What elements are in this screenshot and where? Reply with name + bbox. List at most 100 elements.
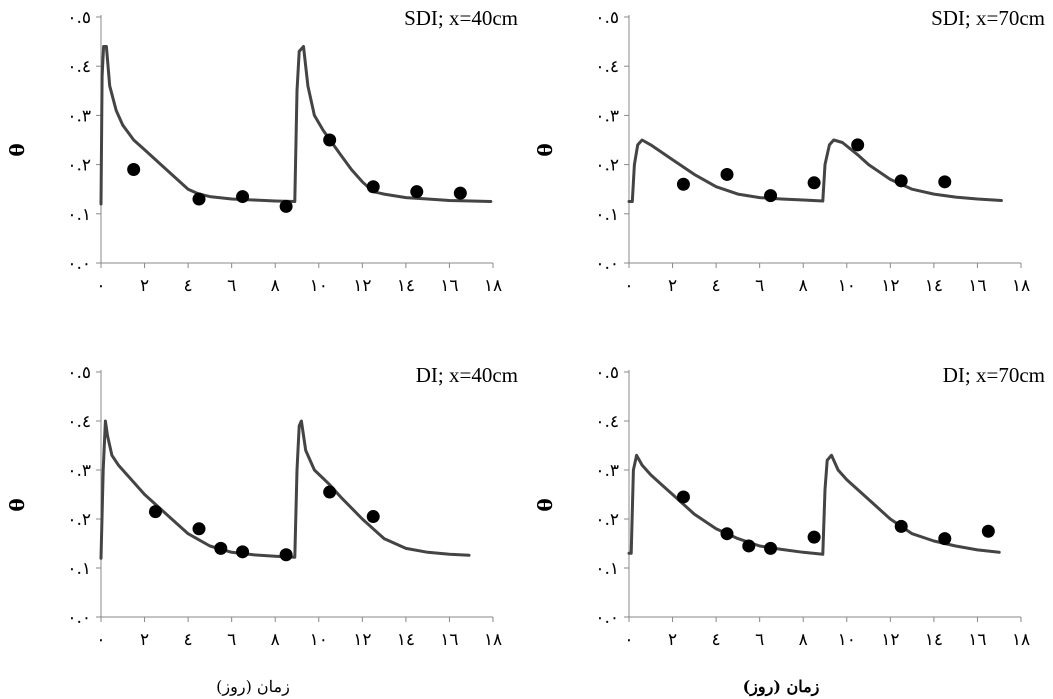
observed-point [894, 519, 908, 533]
x-tick-label: ۲ [140, 630, 149, 650]
x-tick-label: ۱۸ [1012, 276, 1030, 296]
y-tick-label: ۰.٥ [595, 363, 619, 383]
y-tick-label: ۰.۰ [595, 254, 619, 274]
y-tick-label: ۰.٥ [67, 363, 91, 383]
y-tick-label: ۰.۱ [595, 205, 619, 225]
x-tick-label: ١٦ [968, 630, 986, 650]
x-tick-label: ۱۸ [1012, 630, 1030, 650]
x-tick-label: ٦ [755, 276, 764, 296]
x-tick-label: ٦ [227, 630, 236, 650]
y-tick-label: ۰.۱ [67, 559, 91, 579]
x-tick-label: ۱۲ [353, 630, 371, 650]
y-tick-label: ۰.٤ [595, 412, 619, 432]
x-tick-label: ١٤ [925, 630, 943, 650]
x-tick-label: ۰ [96, 630, 105, 650]
x-tick-label: ٤ [712, 276, 721, 296]
model-line [627, 138, 1003, 203]
observed-point [894, 174, 908, 188]
y-tick-label: ۰.۱ [67, 205, 91, 225]
y-tick-label: ۰.۲ [67, 156, 91, 176]
y-tick-label: ۰.۳ [595, 106, 619, 126]
observed-point [742, 539, 756, 553]
x-tick-label: ١٦ [440, 276, 458, 296]
panel-title: SDI; x=40cm [404, 6, 518, 30]
x-tick-label: ۲ [668, 630, 677, 650]
x-axis-label-right: زمان (روز) [743, 677, 820, 697]
y-axis-label: θ [533, 498, 557, 511]
x-tick-label: ۱۰ [310, 630, 328, 650]
panel-di-40cm: DI; x=40cm θ ۰.۰ ۰.۱ ۰.۲ ۰.۳ ۰.٤ ۰.٥ ۰ ۲ ٤ ٦ ۸ ۱۰ ۱۲… [5, 363, 518, 650]
observed-point [981, 524, 995, 538]
model-line [99, 419, 471, 560]
observed-point [279, 548, 293, 562]
y-tick-label: ۰.۰ [67, 608, 91, 628]
x-tick-label: ١٤ [925, 276, 943, 296]
x-tick-label: ۲ [668, 276, 677, 296]
y-axis-label: θ [5, 143, 29, 156]
observed-point [192, 522, 206, 536]
x-tick-label: ۱۸ [484, 276, 502, 296]
panel-sdi-40cm: SDI; x=40cm θ ۰.۰ ۰.۱ ۰.۲ ۰.۳ ۰.٤ ۰.٥ ۰ ۲ ٤ ٦ ۸ ۱۰ ۱… [5, 6, 518, 296]
y-tick-label: ۰.۲ [595, 156, 619, 176]
x-tick-label: ۱۲ [881, 276, 899, 296]
observed-point [127, 163, 141, 177]
y-tick-label: ۰.۲ [67, 510, 91, 530]
x-tick-label: ۰ [624, 630, 633, 650]
x-tick-label: ۱۰ [838, 630, 856, 650]
x-tick-label: ١٦ [440, 630, 458, 650]
panel-title: DI; x=70cm [943, 363, 1045, 387]
observed-point [720, 167, 734, 181]
x-tick-label: ۰ [624, 276, 633, 296]
observed-point [236, 545, 250, 559]
x-tick-label: ۲ [140, 276, 149, 296]
x-tick-label: ١٦ [968, 276, 986, 296]
y-tick-label: ۰.٤ [67, 412, 91, 432]
observed-point [236, 190, 250, 204]
y-tick-label: ۰.٥ [595, 8, 619, 28]
x-tick-label: ٤ [184, 630, 193, 650]
observed-point [453, 186, 467, 200]
y-tick-label: ۰.۰ [67, 254, 91, 274]
model-line [99, 45, 493, 206]
x-tick-label: ۱۸ [484, 630, 502, 650]
x-tick-label: ۱۲ [881, 630, 899, 650]
y-tick-label: ۰.٥ [67, 8, 91, 28]
observed-point [279, 199, 293, 213]
y-tick-label: ۰.۳ [595, 461, 619, 481]
panel-di-70cm: DI; x=70cm θ ۰.۰ ۰.۱ ۰.۲ ۰.۳ ۰.٤ ۰.٥ ۰ ۲ ٤ ٦ ۸ ۱۰ ۱۲… [533, 363, 1045, 650]
y-tick-label: ۰.٤ [595, 57, 619, 77]
observed-point [764, 189, 778, 203]
observed-point [676, 490, 690, 504]
y-tick-label: ۰.۰ [595, 608, 619, 628]
y-tick-label: ۰.٤ [67, 57, 91, 77]
observed-point [676, 177, 690, 191]
x-tick-label: ۱۰ [838, 276, 856, 296]
y-axis-label: θ [5, 498, 29, 511]
observed-point [214, 541, 228, 555]
observed-point [720, 527, 734, 541]
x-tick-label: ۸ [799, 630, 808, 650]
y-axis-label: θ [533, 143, 557, 156]
x-tick-label: ۱۰ [310, 276, 328, 296]
y-tick-label: ۰.۳ [67, 106, 91, 126]
x-tick-label: ۰ [96, 276, 105, 296]
x-tick-label: ١٤ [397, 276, 415, 296]
observed-point [323, 485, 337, 499]
observed-point [366, 180, 380, 194]
x-tick-label: ۸ [271, 630, 280, 650]
panel-sdi-70cm: SDI; x=70cm θ ۰.۰ ۰.۱ ۰.۲ ۰.۳ ۰.٤ ۰.٥ ۰ ۲ ٤ ٦ ۸ ۱۰ ۱… [533, 6, 1045, 296]
observed-point [851, 138, 865, 152]
x-tick-label: ٤ [184, 276, 193, 296]
panel-title: DI; x=40cm [416, 363, 518, 387]
x-tick-label: ۸ [799, 276, 808, 296]
x-tick-label: ۱۲ [353, 276, 371, 296]
panel-title: SDI; x=70cm [931, 6, 1045, 30]
y-tick-label: ۰.۳ [67, 461, 91, 481]
observed-point [148, 505, 162, 519]
y-tick-label: ۰.۲ [595, 510, 619, 530]
observed-point [807, 176, 821, 190]
x-tick-label: ۸ [271, 276, 280, 296]
observed-point [192, 192, 206, 206]
observed-point [938, 532, 952, 546]
